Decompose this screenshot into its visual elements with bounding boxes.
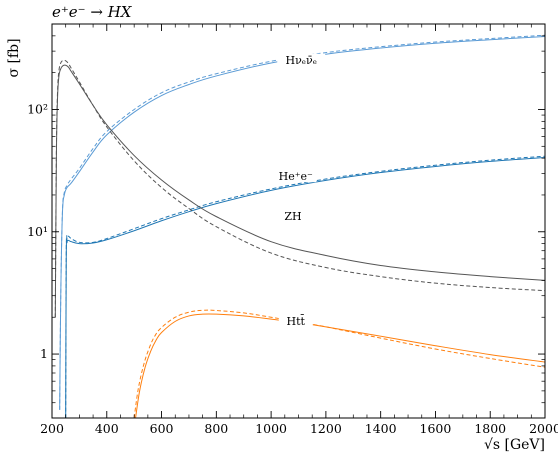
series-line-1-dashed [59, 34, 545, 410]
x-tick-label: 1600 [420, 421, 452, 436]
x-tick-label: 600 [150, 421, 174, 436]
curve-label: ZH [284, 210, 301, 223]
curve-label-group: Hνₑν̄ₑ [277, 53, 326, 67]
y-tick-label: 1 [40, 346, 48, 361]
plot-area: 200 400 600 800 1000 1200 1400 1600 1800 2000 1 10¹… [27, 23, 558, 436]
x-tick-label: 1200 [310, 421, 342, 436]
x-tick-label: 400 [95, 421, 119, 436]
series-group [54, 34, 545, 418]
series-line-7-dashed [133, 309, 545, 418]
x-tick-label: 1400 [365, 421, 397, 436]
x-tick-label: 1800 [474, 421, 506, 436]
curve-label-bg [277, 53, 326, 66]
series-line-3-dashed [65, 155, 545, 418]
x-tick-label: 800 [204, 421, 228, 436]
curve-label: He⁺e⁻ [279, 170, 313, 183]
curve-label: Hνₑν̄ₑ [285, 54, 317, 67]
series-line-5-dashed [54, 59, 545, 318]
curve-label-bg [275, 170, 317, 183]
curve-label-bg [278, 315, 313, 328]
curve-label: Htt̄ [287, 315, 306, 328]
x-tick-label: 2000 [529, 421, 558, 436]
x-tick-label: 200 [40, 421, 64, 436]
y-tick-label: 10¹ [27, 224, 48, 239]
y-axis-label: σ [fb] [6, 38, 22, 77]
curve-label-group: He⁺e⁻ [275, 170, 317, 183]
x-axis-label: √s [GeV] [484, 437, 545, 453]
series-line-6-solid [135, 313, 545, 418]
y-tick-label: 10² [27, 101, 48, 116]
curve-label-group: ZH [283, 209, 304, 223]
curve-label-group: Htt̄ [278, 315, 313, 328]
x-tick-label: 1000 [255, 421, 287, 436]
series-line-4-solid [54, 64, 545, 318]
series-line-2-solid [65, 156, 545, 418]
chart-title: e⁺e⁻ → HX [52, 3, 133, 21]
series-line-0-solid [59, 36, 545, 410]
curve-label-bg [283, 209, 304, 222]
